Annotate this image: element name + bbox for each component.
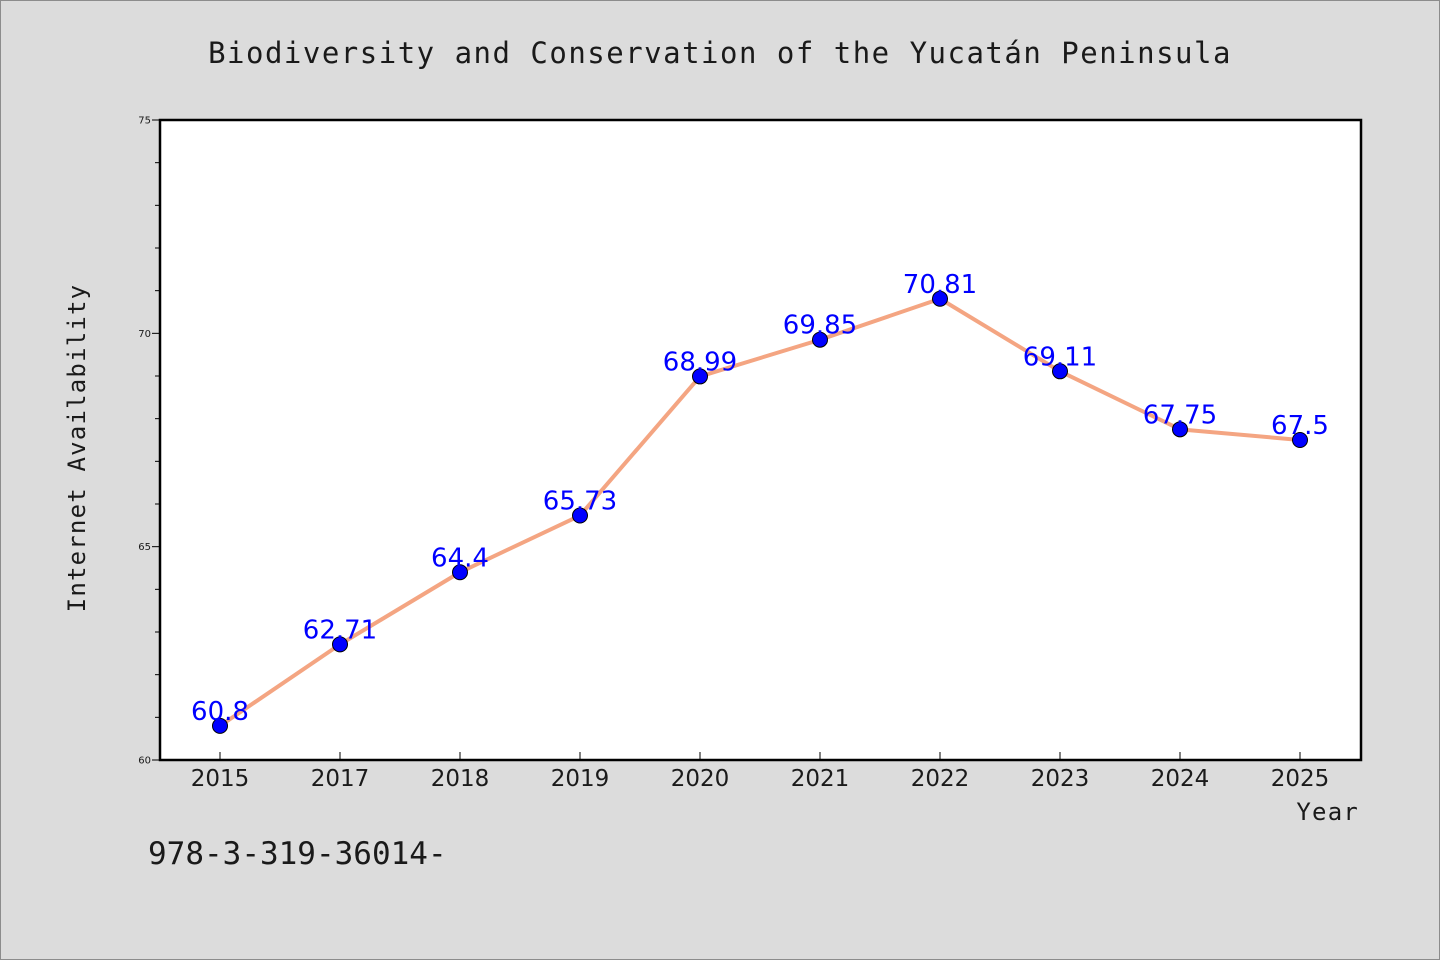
data-labels: 60.8 62.71 64.4 65.73 68.99 69.85 70.81 69.11 67… — [191, 270, 1329, 727]
data-label: 64.4 — [431, 543, 489, 573]
x-tick-label: 2024 — [1151, 766, 1210, 792]
y-tick-label: 65 — [138, 542, 151, 553]
x-tick-label: 2015 — [191, 766, 250, 792]
y-tick-label: 60 — [138, 756, 151, 767]
chart-title: Biodiversity and Conservation of the Yuc… — [208, 36, 1232, 70]
data-label: 69.85 — [783, 311, 857, 341]
x-tick-label: 2017 — [311, 766, 370, 792]
x-tick-label: 2021 — [791, 766, 850, 792]
x-tick-label: 2025 — [1271, 766, 1330, 792]
data-point — [572, 507, 588, 524]
data-label: 70.81 — [903, 270, 977, 300]
data-point — [1292, 432, 1308, 448]
plot-area — [158, 118, 1363, 762]
data-points — [212, 290, 1308, 734]
x-tick-label: 2023 — [1031, 766, 1090, 792]
y-tick-label: 75 — [138, 116, 151, 127]
data-label: 68.99 — [663, 347, 737, 377]
data-point — [1172, 421, 1188, 438]
data-label: 60.8 — [191, 697, 249, 727]
x-tick-label: 2020 — [671, 766, 730, 792]
data-label: 62.71 — [303, 615, 377, 645]
data-label: 67.5 — [1271, 411, 1329, 441]
data-point — [332, 636, 348, 653]
data-point — [812, 331, 828, 348]
data-label: 69.11 — [1023, 342, 1097, 372]
y-tick-label: 70 — [138, 329, 151, 340]
y-axis-label: Internet Availability — [63, 284, 91, 613]
data-point — [212, 717, 228, 734]
data-point — [1052, 363, 1068, 380]
data-point — [932, 290, 948, 307]
footer-code: 978-3-319-36014- — [148, 836, 447, 872]
data-point — [692, 368, 708, 385]
x-tick-label: 2022 — [911, 766, 970, 792]
data-label: 67.75 — [1143, 400, 1217, 430]
series-line — [218, 296, 1302, 728]
x-tick-label: 2019 — [551, 766, 610, 792]
data-label: 65.73 — [543, 487, 617, 517]
x-tick-label: 2018 — [431, 766, 490, 792]
x-axis-label: Year — [1296, 798, 1359, 826]
x-axis: 2015 2017 2018 2019 2020 2021 2022 2023 2024 2025 — [191, 752, 1330, 792]
data-point — [452, 564, 468, 581]
y-axis: 60 65 70 75 — [138, 116, 160, 767]
